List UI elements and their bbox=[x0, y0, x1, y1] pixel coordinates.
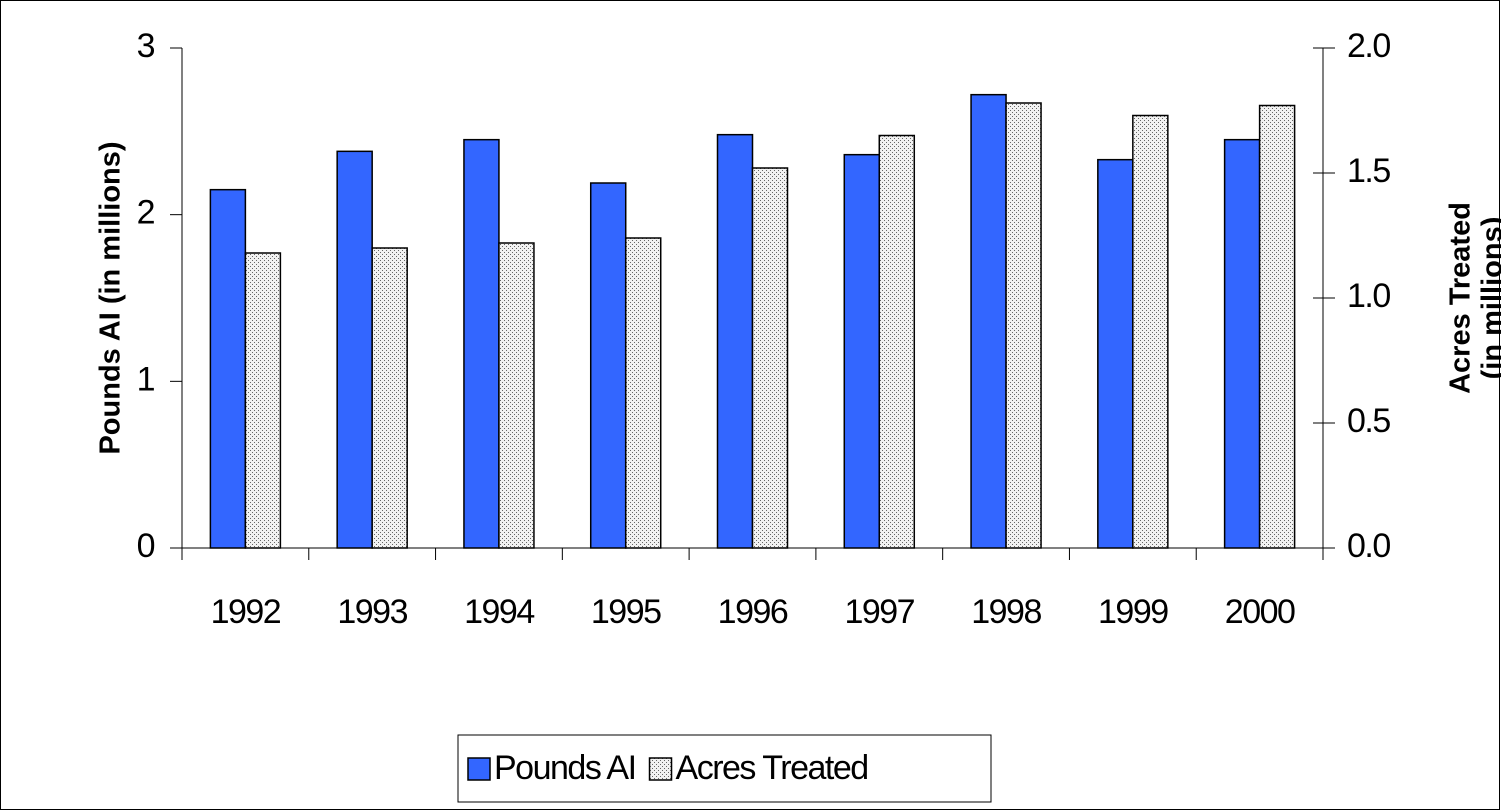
y2-tick-label: 0.0 bbox=[1347, 527, 1390, 565]
x-tick-label: 1995 bbox=[591, 593, 661, 631]
bar bbox=[371, 247, 408, 549]
y2-tick-label: 1.5 bbox=[1347, 152, 1390, 190]
bar bbox=[336, 150, 373, 549]
bar bbox=[244, 252, 282, 549]
y-tick-label: 0 bbox=[137, 527, 155, 565]
bar bbox=[843, 153, 881, 549]
bar bbox=[463, 138, 500, 549]
y2-axis-title: Acres Treated bbox=[1445, 202, 1477, 394]
legend-swatch bbox=[467, 757, 491, 781]
x-tick-label: 1998 bbox=[971, 593, 1041, 631]
x-tick-label: 1997 bbox=[844, 593, 914, 631]
legend-swatch bbox=[648, 757, 673, 781]
bar bbox=[209, 188, 247, 549]
y-tick-label: 3 bbox=[137, 27, 155, 65]
bar bbox=[751, 167, 789, 549]
bar bbox=[1005, 102, 1042, 549]
x-tick-label: 1993 bbox=[337, 593, 407, 631]
y2-tick-label: 0.5 bbox=[1347, 402, 1390, 440]
bar bbox=[1258, 104, 1296, 549]
legend-label: Acres Treated bbox=[676, 749, 868, 787]
legend-box bbox=[457, 734, 992, 803]
y-tick-label: 2 bbox=[137, 194, 155, 232]
bar bbox=[1132, 114, 1169, 549]
legend-label: Pounds AI bbox=[494, 749, 636, 787]
y-tick-label: 1 bbox=[137, 360, 155, 398]
x-tick-label: 2000 bbox=[1225, 593, 1295, 631]
y2-tick-label: 2.0 bbox=[1347, 27, 1390, 65]
bar bbox=[1223, 138, 1261, 549]
x-tick-label: 1996 bbox=[718, 593, 788, 631]
bar bbox=[624, 237, 662, 549]
y2-tick-label: 1.0 bbox=[1347, 277, 1390, 315]
x-tick-label: 1992 bbox=[211, 593, 281, 631]
bar bbox=[716, 133, 754, 549]
x-tick-label: 1994 bbox=[464, 593, 534, 631]
bar bbox=[1097, 158, 1134, 549]
y2-axis-title: (in millions) bbox=[1477, 217, 1501, 380]
x-tick-label: 1999 bbox=[1098, 593, 1168, 631]
bar bbox=[589, 182, 627, 549]
y-axis-title: Pounds AI (in millions) bbox=[95, 141, 127, 454]
bar bbox=[498, 242, 535, 549]
bar bbox=[970, 93, 1007, 549]
bar bbox=[878, 134, 916, 549]
